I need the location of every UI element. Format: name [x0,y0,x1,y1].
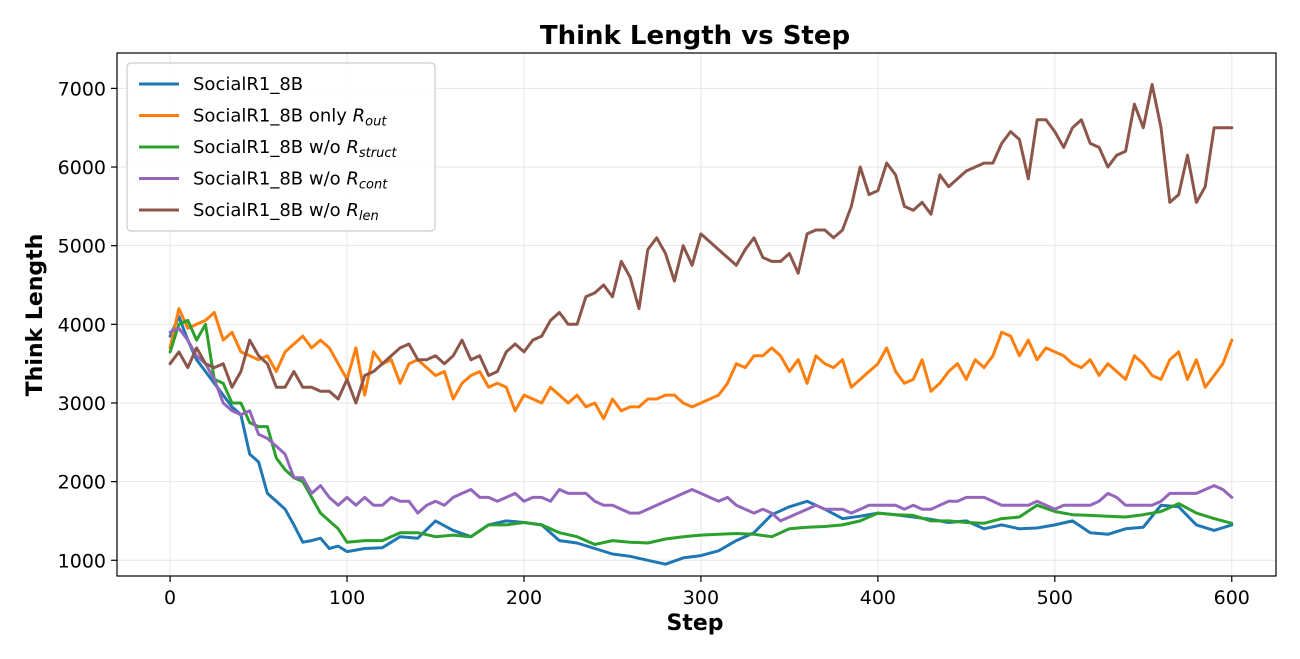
x-tick-label: 200 [506,587,542,609]
grid [117,53,1276,576]
legend-label-5: SocialR1_8B w/o Rlen [193,200,379,224]
y-tick-label: 6000 [58,157,106,179]
legend-label-1: SocialR1_8B [193,74,303,95]
x-axis-label: Step [666,611,723,636]
y-tick-label: 7000 [58,78,106,100]
series-line-1 [168,315,1234,566]
y-tick-label: 5000 [58,236,106,258]
x-tick-label: 600 [1214,587,1250,609]
y-tick-label: 3000 [58,393,106,415]
x-tick-label: 400 [860,587,896,609]
y-axis-label: Think Length [23,234,48,397]
legend: SocialR1_8B SocialR1_8B only Rout SocialR1… [126,62,436,232]
plot-frame [116,52,1277,577]
legend-label-4: SocialR1_8B w/o Rcont [193,169,388,193]
x-tick-label: 500 [1037,587,1073,609]
series-line-5 [168,83,1234,405]
y-tick-label: 1000 [58,550,106,572]
series-line-4 [168,326,1234,523]
x-tick-label: 300 [683,587,719,609]
series-line-3 [168,318,1234,546]
legend-label-3: SocialR1_8B w/o Rstruct [193,137,397,161]
x-tick-label: 0 [164,587,176,609]
y-tick-label: 2000 [58,472,106,494]
x-tick-label: 100 [329,587,365,609]
y-tick-label: 4000 [58,314,106,336]
legend-box [126,62,436,232]
chart-title: Think Length vs Step [540,21,850,51]
series-lines [168,83,1234,566]
legend-label-2: SocialR1_8B only Rout [193,106,387,130]
axis-ticks: 0 100 200 300 400 500 600 1000 2000 3000 4000 5000 6… [58,78,1250,609]
